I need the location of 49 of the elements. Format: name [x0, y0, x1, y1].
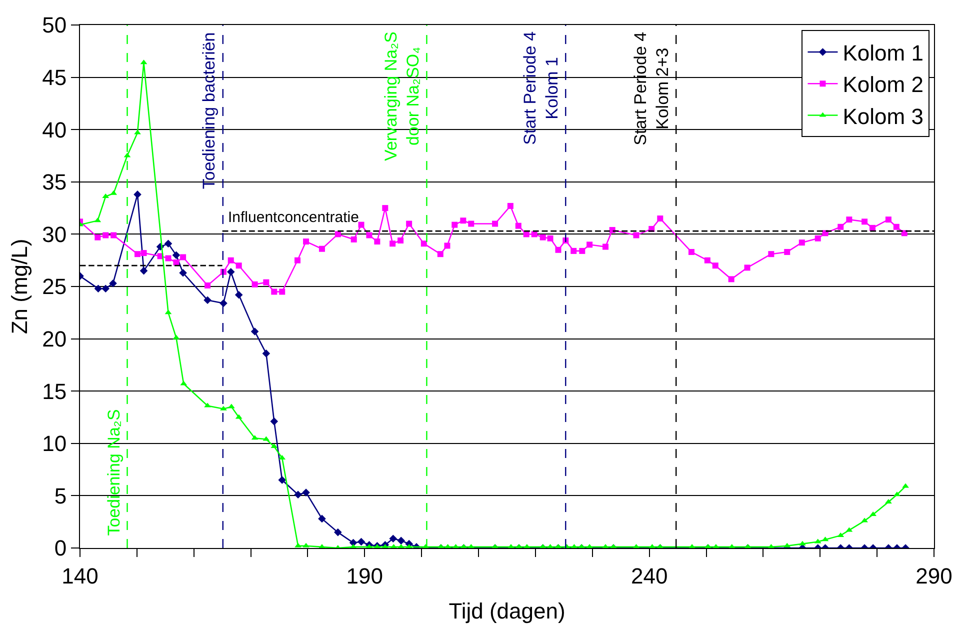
y-tick-label: 45	[42, 65, 67, 90]
point	[270, 418, 278, 426]
x-axis-title: Tijd (dagen)	[448, 598, 566, 624]
point	[302, 488, 310, 496]
point	[234, 290, 243, 299]
point	[220, 299, 228, 308]
y-tick-label: 5	[54, 483, 67, 508]
point	[262, 350, 270, 358]
y-tick-label: 0	[54, 536, 67, 561]
point	[172, 251, 180, 260]
point	[294, 490, 302, 499]
point	[102, 284, 110, 292]
legend-label: Kolom 1	[842, 40, 924, 66]
legend-label: Kolom 3	[842, 104, 924, 129]
y-tick-label: 50	[42, 12, 67, 38]
x-tick-label: 190	[346, 563, 384, 588]
point	[134, 190, 142, 198]
y-tick-label: 35	[42, 170, 67, 195]
y-tick-label: 10	[42, 431, 67, 456]
y-tick-label: 30	[42, 222, 67, 247]
legend-label: Kolom 2	[842, 72, 924, 98]
point	[357, 538, 366, 546]
ref-line-label: Vervanging Na₂S door Na₂SO₄	[381, 31, 423, 161]
series-label: Influentconcentratie	[228, 209, 359, 226]
point	[179, 269, 187, 277]
y-tick-label: 25	[42, 274, 67, 300]
ref-line-label: Start Periode 4 Kolom 1	[520, 31, 562, 145]
y-tick-label: 15	[42, 378, 67, 404]
ref-line-label: Toediening Na₂S	[104, 409, 124, 536]
point	[334, 528, 342, 536]
y-axis-title: Zn (mg/L)	[6, 238, 32, 334]
point	[226, 268, 235, 276]
point	[278, 476, 286, 484]
ref-line-label: Start Periode 4 Kolom 2+3	[630, 32, 672, 146]
point	[109, 279, 117, 288]
point	[204, 296, 212, 304]
y-tick-label: 40	[42, 117, 67, 142]
point	[140, 266, 148, 275]
x-tick-label: 240	[630, 563, 668, 588]
point	[250, 328, 259, 336]
point	[164, 240, 172, 248]
point	[318, 514, 326, 523]
x-tick-label: 290	[916, 563, 952, 588]
y-tick-label: 20	[42, 326, 67, 352]
point	[397, 536, 405, 545]
x-tick-label: 140	[62, 563, 98, 588]
ref-line-label: Toediening bacteriën	[200, 32, 219, 190]
point	[94, 284, 102, 292]
point	[389, 534, 398, 542]
